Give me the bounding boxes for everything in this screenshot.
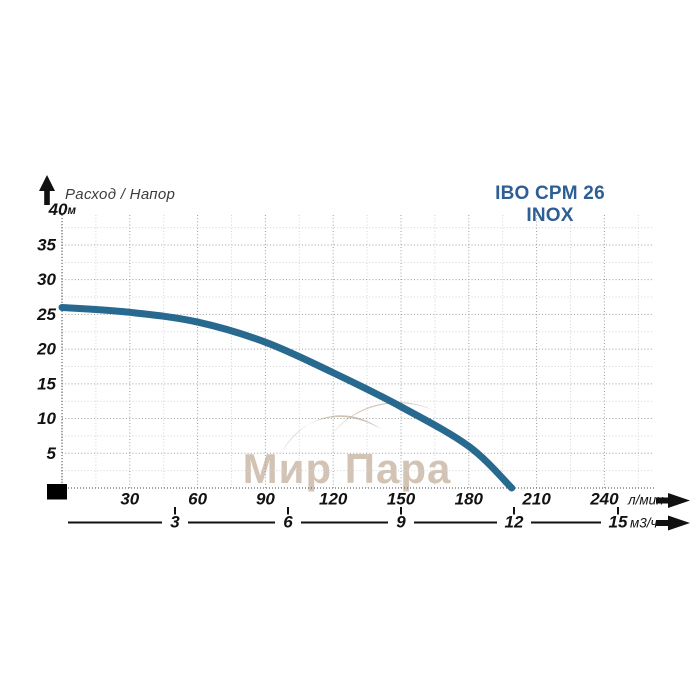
y-tick-label: 35 xyxy=(37,235,56,254)
x-tick-label: 210 xyxy=(521,489,551,508)
x2-tick-label: 9 xyxy=(396,512,406,531)
grid-major xyxy=(61,215,654,488)
chart-title: IBO CPM 26 INOX xyxy=(495,183,605,226)
grid-minor xyxy=(62,215,654,488)
x-axis-unit-label: л/мин xyxy=(627,493,664,508)
x-tick-label: 30 xyxy=(120,489,139,508)
x2-axis: 3 6 9 12 15 м3/ч xyxy=(68,507,690,531)
watermark-text: Мир Пара xyxy=(243,445,452,492)
x-tick-label: 240 xyxy=(589,489,619,508)
x-tick-labels: 30 60 90 120 150 180 210 240 л/мин xyxy=(120,489,690,508)
x-tick-label: 60 xyxy=(188,489,207,508)
y-tick-label: 10 xyxy=(37,409,56,428)
y-tick-label: 25 xyxy=(36,305,56,324)
x-tick-label: 120 xyxy=(319,489,348,508)
x2-tick-label: 12 xyxy=(505,512,524,531)
y-tick-labels: 5 10 15 20 25 30 35 40м xyxy=(36,201,76,463)
y-axis-up-arrow-icon xyxy=(39,175,55,205)
x2-tick-label: 15 xyxy=(609,512,628,531)
y-tick-label: 5 xyxy=(47,444,57,463)
x2-tick-label: 3 xyxy=(170,512,180,531)
y-tick-label: 15 xyxy=(37,374,56,393)
x2-axis-right-arrow-icon xyxy=(656,515,690,531)
x2-axis-unit-label: м3/ч xyxy=(630,516,658,531)
y-top-tick-label: 40м xyxy=(48,201,77,220)
origin-square-marker xyxy=(47,484,67,500)
pump-head-curve xyxy=(58,303,516,492)
x-axis-right-arrow-icon xyxy=(656,493,690,508)
x-tick-label: 90 xyxy=(256,489,275,508)
x2-tick-label: 6 xyxy=(283,512,293,531)
flow-head-axis-label: Расход / Напор xyxy=(65,186,176,203)
x-tick-label: 180 xyxy=(455,489,484,508)
y-tick-label: 20 xyxy=(36,340,56,359)
y-tick-label: 30 xyxy=(37,270,56,289)
x-tick-label: 150 xyxy=(387,489,416,508)
